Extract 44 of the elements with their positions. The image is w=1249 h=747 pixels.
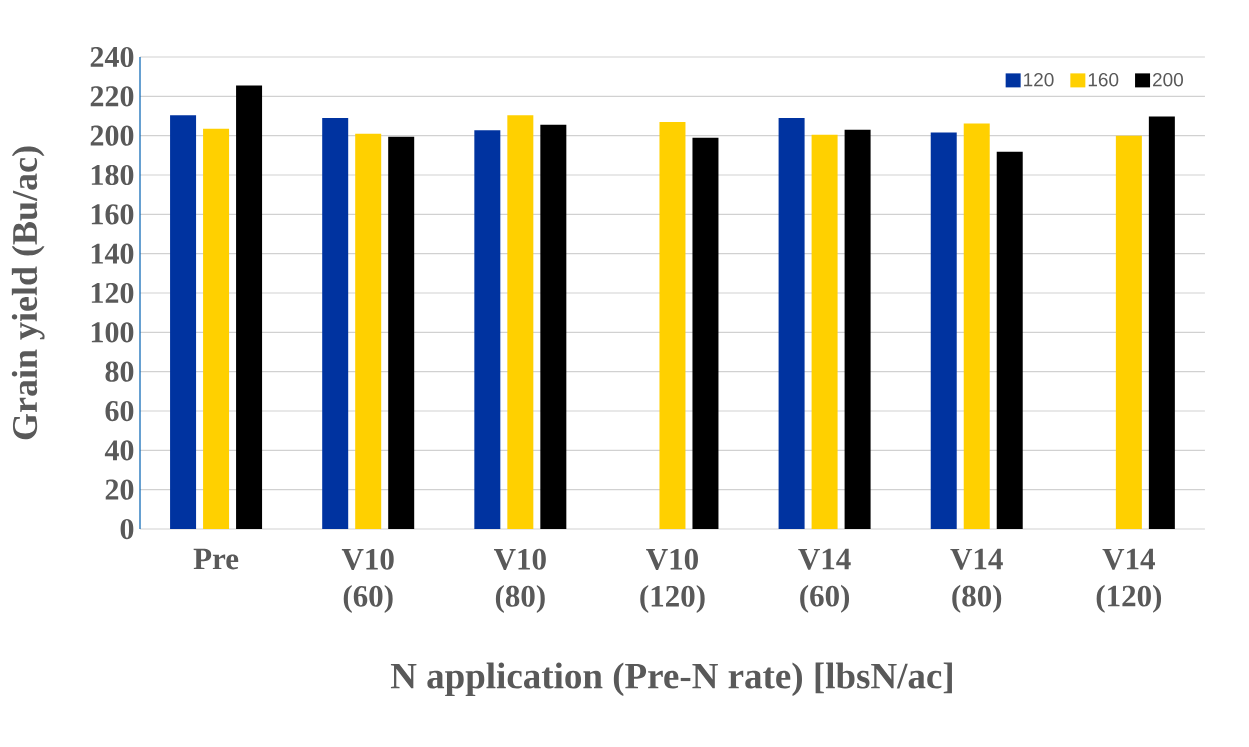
y-tick-label: 20 — [105, 479, 134, 500]
y-tick-label: 120 — [91, 282, 134, 304]
bar — [1148, 116, 1175, 529]
bar — [692, 137, 719, 529]
bar — [236, 85, 263, 529]
y-tick-label: 160 — [91, 204, 134, 225]
y-tick-label: 80 — [105, 361, 134, 382]
bar — [659, 122, 686, 529]
bar — [844, 129, 871, 529]
x-tick-label: V14 (120) — [1096, 548, 1162, 613]
bar — [355, 133, 382, 529]
legend-label: 120 — [1024, 72, 1054, 87]
y-tick-label: 140 — [91, 243, 134, 264]
bar — [322, 117, 349, 529]
bar — [474, 130, 501, 529]
y-tick-label: 180 — [91, 164, 134, 186]
bar — [170, 115, 197, 529]
legend-label: 160 — [1088, 72, 1119, 87]
bar — [930, 132, 957, 529]
bar — [778, 117, 805, 529]
y-tick-label: 200 — [90, 125, 134, 146]
x-tick-label: V14 (60) — [798, 548, 851, 613]
x-tick-label: V14 (80) — [950, 548, 1003, 613]
y-tick-label: 60 — [105, 400, 134, 422]
bar — [963, 123, 990, 529]
x-tick-label: V10 (120) — [640, 548, 705, 614]
x-tick-label: Pre — [193, 548, 239, 570]
y-tick-label: 100 — [91, 322, 134, 343]
y-tick-label: 240 — [90, 46, 134, 68]
y-axis-title: Grain yield (Bu/ac) — [11, 146, 45, 440]
x-axis-title: N application (Pre-N rate) [lbsN/ac] — [390, 662, 952, 697]
bar — [507, 115, 534, 529]
x-tick-label: V10 (80) — [493, 548, 546, 614]
legend-label: 200 — [1153, 72, 1183, 87]
bar — [388, 136, 415, 529]
x-tick-label: V10 (60) — [341, 548, 394, 614]
y-tick-label: 220 — [90, 86, 134, 107]
bar — [1115, 135, 1142, 529]
bar — [540, 124, 567, 529]
y-tick-label: 40 — [104, 440, 134, 461]
bar — [996, 151, 1023, 529]
y-tick-label: 0 — [120, 518, 134, 540]
bar — [203, 128, 230, 529]
bar — [811, 134, 838, 529]
